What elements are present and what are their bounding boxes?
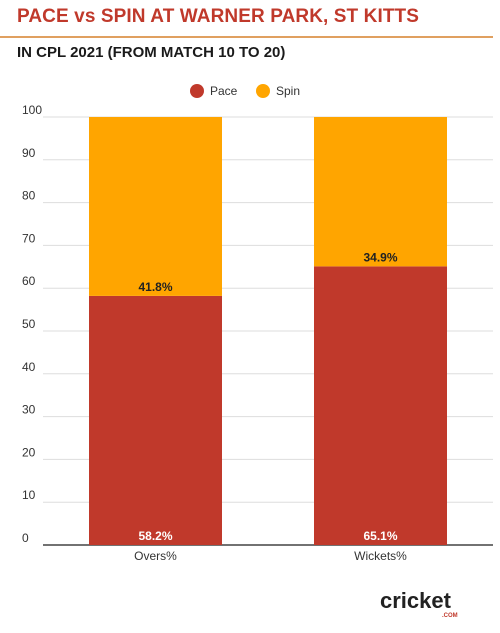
- bar-pace-1: [314, 266, 447, 545]
- y-tick-label: 80: [22, 189, 36, 203]
- data-label-spin: 34.9%: [363, 250, 397, 264]
- y-tick-label: 70: [22, 231, 36, 245]
- y-tick-label: 20: [22, 445, 36, 459]
- title-divider: [0, 36, 493, 38]
- y-tick-label: 60: [22, 274, 36, 288]
- y-tick-label: 10: [22, 488, 36, 502]
- y-tick-label: 40: [22, 360, 36, 374]
- bar-spin-1: [314, 117, 447, 267]
- bar-spin-0: [89, 117, 222, 296]
- logo-word: cricket: [380, 588, 452, 613]
- cricket-com-logo: cricket .COM: [380, 588, 492, 620]
- legend-pace-swatch: [190, 84, 204, 98]
- x-tick-label: Wickets%: [354, 549, 407, 563]
- y-tick-label: 0: [22, 531, 29, 545]
- y-tick-label: 30: [22, 403, 36, 417]
- x-tick-label: Overs%: [134, 549, 177, 563]
- data-label-pace: 65.1%: [363, 529, 397, 543]
- bar-pace-0: [89, 295, 222, 545]
- y-tick-label: 90: [22, 146, 36, 160]
- legend-pace-label: Pace: [210, 84, 238, 98]
- legend-spin-swatch: [256, 84, 270, 98]
- data-label-pace: 58.2%: [138, 529, 172, 543]
- data-label-spin: 41.8%: [138, 280, 172, 294]
- chart-subtitle: IN CPL 2021 (FROM MATCH 10 TO 20): [17, 44, 286, 61]
- y-tick-label: 50: [22, 317, 36, 331]
- legend-spin-label: Spin: [276, 84, 300, 98]
- chart-title: PACE vs SPIN AT WARNER PARK, ST KITTS: [17, 6, 420, 27]
- logo-suffix: .COM: [442, 613, 458, 619]
- y-tick-label: 100: [22, 103, 42, 117]
